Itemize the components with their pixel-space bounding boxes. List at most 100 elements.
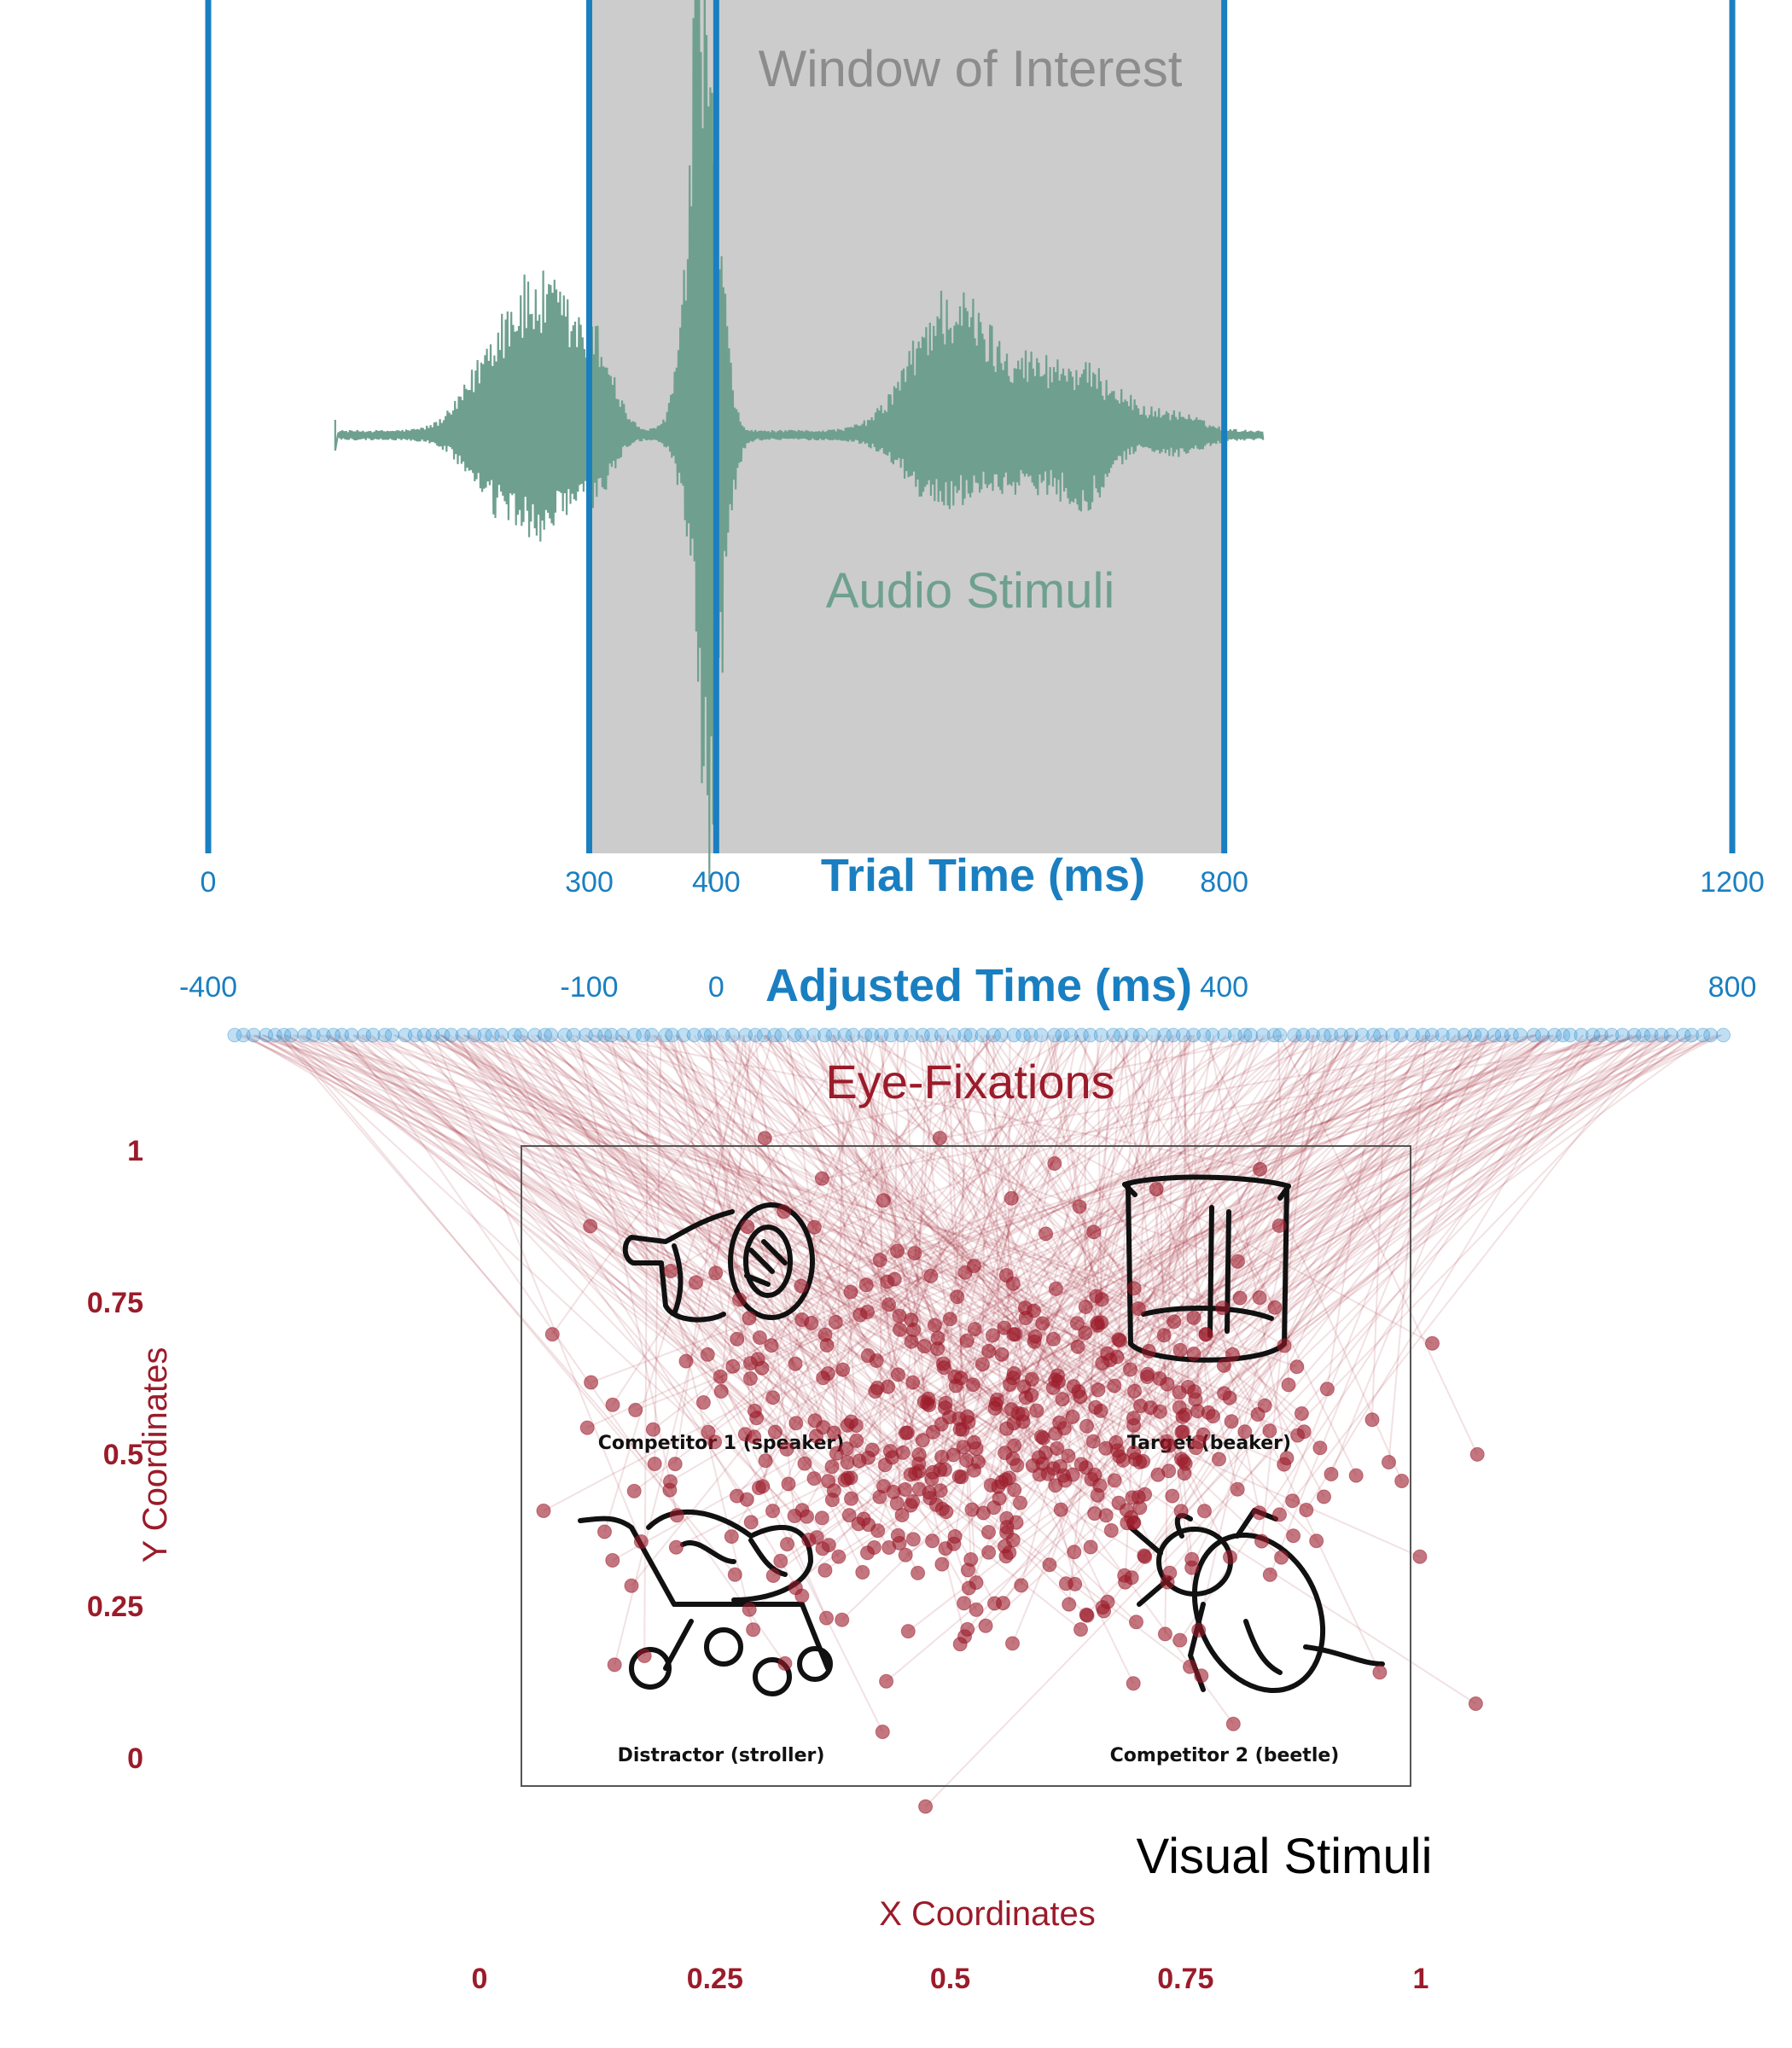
fixation-point <box>1309 1533 1324 1549</box>
fixation-point <box>779 1441 794 1457</box>
fixation-point <box>894 1508 910 1522</box>
fixation-point <box>667 1457 683 1472</box>
fixation-point <box>828 1314 843 1329</box>
fixation-line <box>1076 1034 1325 1498</box>
beetle-icon <box>1128 1508 1385 1694</box>
time-sample-point <box>627 1027 642 1043</box>
y-axis-ticks: 0 0.25 0.5 0.75 1 <box>87 1135 143 1775</box>
fixation-point <box>1131 1301 1146 1316</box>
fixation-line <box>328 1034 1010 1554</box>
fixation-point <box>1252 1290 1267 1306</box>
fixation-line <box>361 1034 954 1456</box>
fixation-line <box>1201 1034 1403 1481</box>
time-sample-point <box>767 1027 783 1043</box>
time-sample-point <box>276 1027 292 1043</box>
fixation-line <box>858 1034 1631 1462</box>
fixation-point <box>967 1322 982 1336</box>
fixation-line <box>828 1034 1615 1482</box>
fixation-line <box>714 1034 745 1273</box>
time-sample-point <box>1015 1027 1031 1043</box>
fixation-line <box>1278 1034 1469 1227</box>
fixation-line <box>835 1034 888 1454</box>
fixation-line <box>918 1034 963 1477</box>
fixation-point <box>875 1725 890 1739</box>
time-sample-point <box>1654 1027 1669 1043</box>
fixation-line <box>381 1034 1044 1465</box>
time-sample-point <box>1243 1027 1259 1043</box>
fixation-point <box>1007 1438 1022 1453</box>
fixation-line <box>416 1034 748 1500</box>
fixation-point <box>1143 1400 1158 1416</box>
x-axis-tick-label: 0.25 <box>687 1963 743 1995</box>
fixation-line <box>719 1034 1142 1407</box>
fixation-point <box>807 1413 823 1428</box>
fixation-point <box>1271 1218 1287 1233</box>
fixation-point <box>749 1411 765 1426</box>
fixation-line <box>604 1034 900 1317</box>
fixation-line <box>940 1034 1534 1139</box>
fixation-point <box>1137 1548 1152 1563</box>
time-sample-point <box>455 1027 470 1043</box>
time-sample-point <box>1343 1027 1359 1043</box>
fixation-point <box>743 1515 759 1530</box>
time-sample-point <box>1196 1027 1212 1043</box>
time-sample-point <box>335 1027 350 1043</box>
fixation-line <box>481 1034 840 1557</box>
time-sample-point <box>1385 1027 1400 1043</box>
trial-time-tick-label: 400 <box>692 866 741 899</box>
time-sample-point <box>986 1027 1001 1043</box>
fixation-point <box>986 1328 1000 1343</box>
fixation-point <box>1425 1335 1440 1351</box>
fixation-line <box>771 1034 1074 1388</box>
fixation-line <box>954 1034 1044 1537</box>
fixation-line <box>274 1034 1146 1558</box>
fixation-point <box>916 1339 932 1354</box>
fixation-line <box>1194 1034 1673 1393</box>
fixation-line <box>1042 1034 1546 1324</box>
fixation-point <box>746 1622 761 1638</box>
fixation-line <box>1180 1034 1478 1512</box>
fixation-point <box>918 1799 934 1814</box>
fixation-line <box>329 1034 899 1537</box>
fixation-line <box>1223 1034 1470 1394</box>
fixation-point <box>742 1371 758 1386</box>
fixation-point <box>725 1359 741 1374</box>
fixation-line <box>707 1034 756 1411</box>
fixation-line <box>674 1034 1204 1435</box>
audio-waveform <box>334 0 1265 884</box>
trial-time-tick-label: 1200 <box>1700 866 1765 899</box>
fixation-point <box>1348 1468 1364 1483</box>
fixation-point <box>788 1356 803 1371</box>
fixation-line <box>467 1034 835 1434</box>
fixation-line <box>966 1034 1478 1631</box>
fixation-line <box>463 1034 797 1424</box>
fixation-point <box>1069 1316 1085 1331</box>
fixation-line <box>800 1034 1606 1288</box>
fixation-line <box>1243 1034 1426 1433</box>
fixation-line <box>1193 1034 1691 1319</box>
fixation-point <box>1005 1533 1021 1548</box>
fixation-line <box>675 1034 750 1319</box>
fixation-line <box>920 1034 1169 1583</box>
y-axis-tick-label: 0.5 <box>103 1439 143 1471</box>
trial-time-tick-label: 300 <box>565 866 614 899</box>
time-sample-point <box>748 1027 763 1043</box>
fixation-point <box>628 1402 643 1417</box>
fixation-line <box>286 1034 915 1540</box>
fixation-line <box>1055 1034 1161 1289</box>
time-sample-point <box>1023 1027 1039 1043</box>
fixation-line <box>1085 1034 1352 1427</box>
fixation-point <box>794 1503 810 1518</box>
fixation-point <box>1289 1359 1305 1375</box>
fixation-point <box>1294 1406 1309 1421</box>
fixation-line <box>831 1034 858 1426</box>
fixation-line <box>1131 1034 1597 1579</box>
fixation-line <box>876 1034 1050 1361</box>
fixation-point <box>1272 1507 1287 1522</box>
time-sample-point <box>544 1027 559 1043</box>
fixation-point <box>1161 1438 1177 1453</box>
fixation-line <box>1371 1034 1388 1420</box>
fixation-point <box>1127 1383 1142 1399</box>
fixation-line <box>695 1034 1346 1283</box>
fixation-line <box>831 1034 1040 1501</box>
